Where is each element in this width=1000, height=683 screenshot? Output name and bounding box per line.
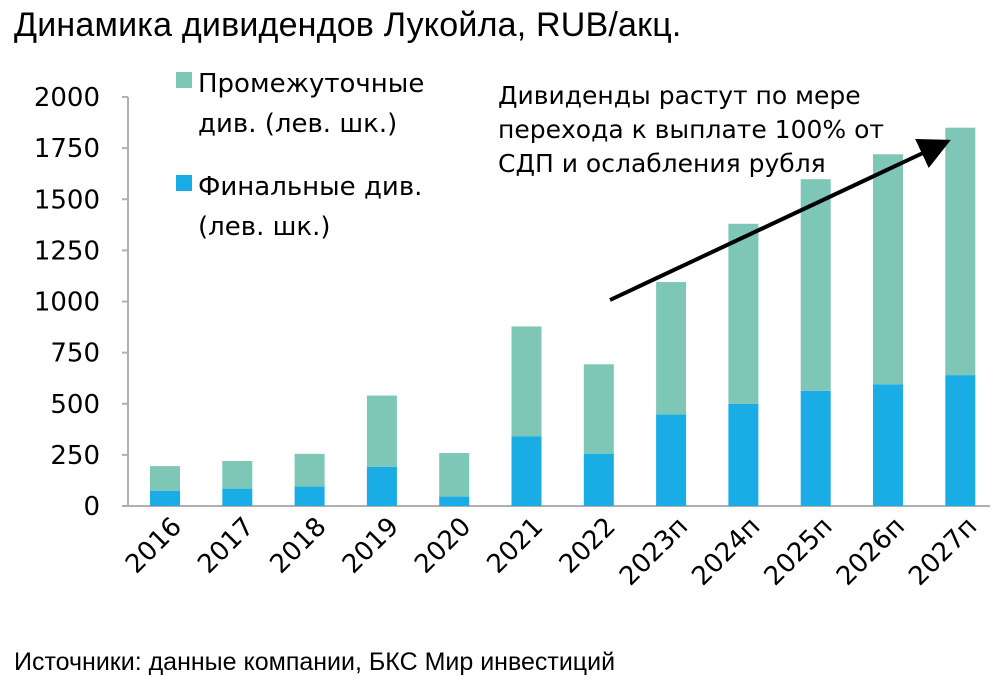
- source-note: Источники: данные компании, БКС Мир инве…: [14, 648, 616, 676]
- y-tick-label: 500: [50, 390, 100, 420]
- bar-final: [945, 375, 976, 506]
- x-tick-label: 2020: [409, 512, 477, 580]
- bar-final: [150, 490, 180, 506]
- bar-final: [366, 466, 397, 506]
- bar-final: [873, 384, 903, 506]
- bar-interim: [366, 395, 397, 467]
- legend-label: Промежуточные: [198, 69, 424, 99]
- axes: [122, 96, 990, 507]
- y-tick-label: 1250: [34, 236, 100, 266]
- bar-interim: [728, 223, 759, 404]
- bar-interim: [800, 179, 831, 391]
- x-axis-ticks: 2016 2017 2018 2019 2020 2021 20222023п2024п20…: [120, 512, 983, 592]
- y-tick-label: 250: [50, 441, 100, 471]
- bar-interim: [439, 453, 470, 497]
- legend-label: Финальные див.: [198, 172, 422, 202]
- legend-label: (лев. шк.): [198, 212, 331, 242]
- y-tick-label: 1500: [34, 185, 100, 215]
- x-tick-label: 2023п: [614, 512, 694, 592]
- bar-final: [728, 403, 759, 506]
- legend-swatch: [176, 72, 192, 88]
- annotation-text: перехода к выплате 100% от: [498, 115, 884, 144]
- bar-interim: [511, 326, 542, 437]
- bar-interim: [583, 364, 614, 454]
- annotation-text: СДП и ослабления рубля: [498, 149, 826, 178]
- x-tick-label: 2027п: [903, 512, 983, 592]
- legend-swatch: [176, 175, 192, 191]
- x-tick-label: 2019: [337, 512, 405, 580]
- y-tick-label: 2000: [34, 83, 100, 113]
- y-tick-label: 0: [83, 492, 100, 522]
- x-tick-label: 2017: [192, 512, 260, 580]
- bar-interim: [294, 453, 325, 487]
- bar-final: [656, 414, 687, 506]
- x-tick-label: 2026п: [831, 512, 911, 592]
- y-axis-ticks: 0 250 500 750 1000 1250 1500 1750 2000: [34, 83, 100, 522]
- bar-final: [439, 496, 470, 506]
- bar-interim: [656, 282, 687, 415]
- bar-final: [800, 390, 831, 506]
- annotation-text: Дивиденды растут по мере: [498, 81, 861, 110]
- chart-title: Динамика дивидендов Лукойла, RUB/акц.: [14, 6, 682, 44]
- annotation: Дивиденды растут по мере перехода к выпла…: [498, 81, 951, 302]
- bar-final: [583, 453, 614, 506]
- y-tick-label: 1750: [34, 134, 100, 164]
- legend-label: див. (лев. шк.): [198, 109, 397, 139]
- y-tick-label: 1000: [34, 288, 100, 318]
- legend: Промежуточные див. (лев. шк.) Финальные ди…: [176, 69, 424, 242]
- bars: [150, 127, 976, 506]
- bar-interim: [150, 466, 180, 491]
- bar-interim: [945, 127, 976, 376]
- trend-arrow: [609, 139, 951, 302]
- bar-final: [294, 486, 325, 506]
- bar-final: [222, 488, 253, 506]
- y-tick-label: 750: [50, 339, 100, 369]
- x-tick-label: 2024п: [686, 512, 766, 592]
- x-tick-label: 2016: [120, 512, 188, 580]
- bar-interim: [873, 154, 903, 385]
- x-tick-label: 2018: [265, 512, 333, 580]
- bar-interim: [222, 461, 253, 489]
- x-tick-label: 2021: [481, 512, 549, 580]
- x-tick-label: 2022: [554, 512, 622, 580]
- x-tick-label: 2025п: [759, 512, 839, 592]
- bar-final: [511, 436, 542, 506]
